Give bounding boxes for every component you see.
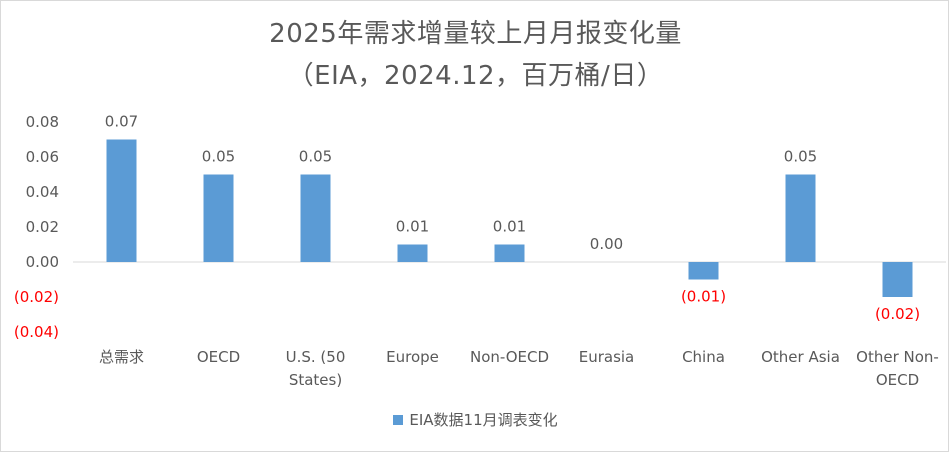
data-label: 0.01 (493, 218, 526, 236)
y-tick-label: (0.02) (14, 288, 59, 306)
x-tick-label: Other Non- (856, 348, 939, 366)
legend: EIA数据11月调表变化 (1, 409, 949, 430)
x-tick-label: States) (289, 371, 342, 389)
bar-chart: 0.08 0.06 0.04 0.02 0.00 (0.02) (0.04) 0.07 总需求 0… (14, 113, 946, 389)
x-tick-label: U.S. (50 (286, 348, 346, 366)
x-tick-label: China (682, 348, 725, 366)
data-label: (0.02) (875, 305, 920, 323)
data-label: 0.05 (299, 148, 332, 166)
x-tick-label: Non-OECD (470, 348, 549, 366)
bar (300, 174, 331, 262)
x-tick-label: 总需求 (99, 348, 144, 366)
data-label: 0.01 (396, 218, 429, 236)
data-label: 0.07 (105, 113, 138, 131)
x-tick-label: OECD (876, 371, 919, 389)
y-tick-label: (0.04) (14, 323, 59, 341)
y-tick-label: 0.06 (26, 148, 59, 166)
data-label: (0.01) (681, 288, 726, 306)
legend-label: EIA数据11月调表变化 (409, 411, 558, 429)
x-tick-label: Eurasia (579, 348, 635, 366)
bar (785, 174, 816, 262)
bar (688, 262, 719, 280)
data-label: 0.05 (202, 148, 235, 166)
bar (494, 244, 525, 262)
bar (397, 244, 428, 262)
y-tick-label: 0.02 (26, 218, 59, 236)
chart-title: 2025年需求增量较上月月报变化量 (269, 19, 682, 49)
data-label: 0.05 (784, 148, 817, 166)
y-tick-label: 0.00 (26, 253, 59, 271)
chart-subtitle: （EIA，2024.12，百万桶/日） (287, 61, 664, 91)
y-tick-label: 0.08 (26, 113, 59, 131)
bar (106, 139, 137, 262)
x-tick-label: OECD (197, 348, 240, 366)
legend-swatch (393, 414, 404, 425)
x-tick-label: Other Asia (761, 348, 840, 366)
bar (882, 262, 913, 297)
y-tick-label: 0.04 (26, 183, 59, 201)
x-tick-label: Europe (386, 348, 439, 366)
data-label: 0.00 (590, 235, 623, 253)
bar (203, 174, 234, 262)
